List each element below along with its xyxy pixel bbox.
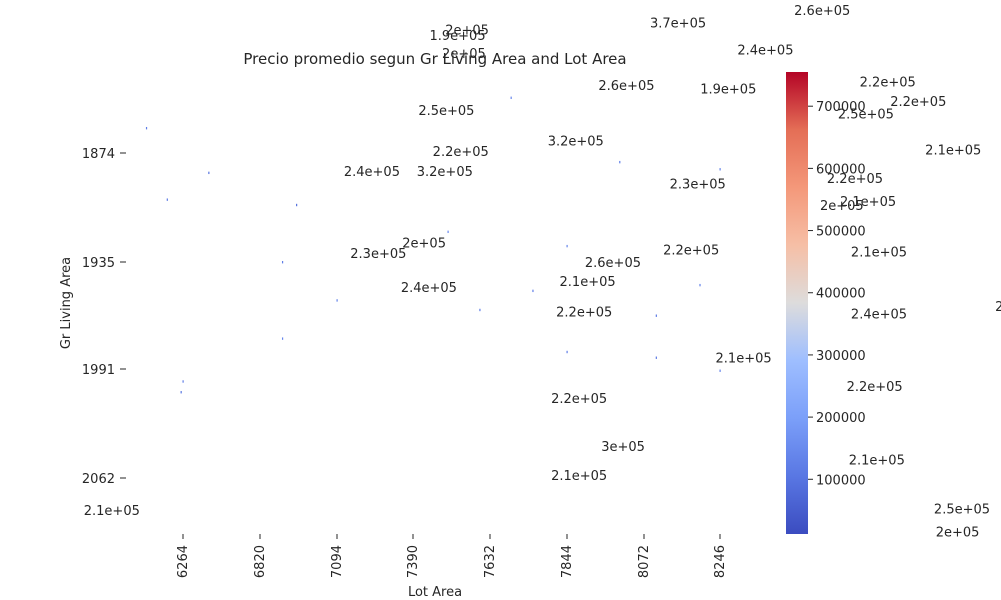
- heatmap-cell: [566, 350, 568, 354]
- x-tick-label: 7844: [560, 545, 575, 578]
- cell-annotation: 2.3e+05: [670, 177, 726, 192]
- y-axis-ticks: 1874 1935 1991 2062: [82, 147, 126, 487]
- colorbar: [786, 72, 808, 534]
- cell-annotation: 2.1e+05: [849, 454, 905, 469]
- x-tick-label: 6820: [253, 545, 268, 578]
- heatmap-cell: [145, 126, 148, 130]
- y-tick-label: 2062: [82, 472, 115, 487]
- cell-annotation: 2.2e+05: [890, 95, 946, 110]
- heatmap-cell: [619, 160, 621, 164]
- cell-annotation: 2.1e+05: [716, 352, 772, 367]
- colorbar-tick-label: 100000: [816, 473, 866, 488]
- cell-annotation: 2.4e+05: [344, 165, 400, 180]
- cell-annotation: 3.2e+05: [417, 165, 473, 180]
- chart-title: Precio promedio segun Gr Living Area and…: [243, 50, 626, 68]
- x-axis-ticks: 6264 6820 7094 7390 7632 7844 8072 8246: [176, 534, 728, 578]
- colorbar-tick-label: 700000: [816, 100, 866, 115]
- cell-annotation: 2.: [995, 300, 1001, 315]
- heatmap-cell: [655, 314, 657, 317]
- cell-annotation: 2.6e+05: [598, 79, 654, 94]
- colorbar-ticks: 100000 200000 300000 400000 500000 600000 7000…: [808, 100, 866, 488]
- cell-annotation: 2e+05: [936, 526, 980, 541]
- cell-annotation: 1.9e+05: [429, 29, 485, 44]
- cell-annotation: 2.4e+05: [401, 281, 457, 296]
- cell-annotation: 2.2e+05: [827, 172, 883, 187]
- x-tick-label: 8246: [713, 545, 728, 578]
- cell-annotation: 3e+05: [601, 440, 645, 455]
- cell-annotation: 2.2e+05: [556, 306, 612, 321]
- heatmap-cell: [510, 96, 512, 100]
- heatmap-cells: [145, 96, 721, 394]
- colorbar-tick-label: 400000: [816, 287, 866, 302]
- y-axis-label: Gr Living Area: [59, 257, 74, 349]
- cell-annotation: 2.2e+05: [860, 76, 916, 91]
- heatmap-cell: [296, 203, 298, 207]
- cell-annotation: 2.5e+05: [934, 503, 990, 518]
- heatmap-cell: [281, 337, 284, 340]
- heatmap-cell: [566, 244, 568, 248]
- cell-annotation: 2e+05: [445, 24, 489, 39]
- cell-annotation: 3.2e+05: [548, 134, 604, 149]
- cell-annotation: 2.1e+05: [851, 245, 907, 260]
- y-tick-label: 1991: [82, 363, 115, 378]
- heatmap-cell: [208, 171, 210, 175]
- cell-annotation: 2.5e+05: [418, 104, 474, 119]
- cell-annotation: 2.1e+05: [551, 469, 607, 484]
- x-axis-label: Lot Area: [408, 585, 462, 600]
- colorbar-tick-label: 300000: [816, 349, 866, 364]
- x-tick-label: 7390: [406, 545, 421, 578]
- heatmap-cell: [699, 283, 701, 287]
- cell-annotation: 2.1e+05: [840, 195, 896, 210]
- colorbar-tick-label: 200000: [816, 411, 866, 426]
- cell-annotation: 3.7e+05: [650, 17, 706, 32]
- cell-annotation: 2.4e+05: [737, 43, 793, 58]
- cell-annotation: 2.2e+05: [551, 392, 607, 407]
- cell-annotation: 2.6e+05: [585, 256, 641, 271]
- cell-annotation: 2.2e+05: [433, 145, 489, 160]
- cell-annotation: 2.1e+05: [560, 275, 616, 290]
- x-tick-label: 7094: [330, 545, 345, 578]
- cell-annotation: 1.9e+05: [700, 83, 756, 98]
- cell-annotation: 2.4e+05: [851, 308, 907, 323]
- cell-annotation: 2.1e+05: [84, 504, 140, 519]
- cell-annotation: 2e+05: [442, 47, 486, 62]
- heatmap-cell: [447, 230, 449, 234]
- cell-annotation: 2.6e+05: [794, 4, 850, 19]
- cell-annotation: 2.1e+05: [925, 143, 981, 158]
- cell-annotation: 2e+05: [402, 236, 446, 251]
- colorbar-tick-label: 600000: [816, 162, 866, 177]
- heatmap-cell: [281, 261, 284, 264]
- colorbar-tick-label: 500000: [816, 225, 866, 240]
- cell-annotation: 2.2e+05: [847, 380, 903, 395]
- x-tick-label: 7632: [483, 545, 498, 578]
- cell-annotation: 2.2e+05: [663, 243, 719, 258]
- x-tick-label: 8072: [637, 545, 652, 578]
- heatmap-cell: [180, 391, 182, 394]
- cell-annotations: 2e+051.9e+052e+053.7e+052.6e+052.4e+052.…: [84, 4, 1001, 541]
- y-tick-label: 1874: [82, 147, 115, 162]
- heatmap-cell: [336, 299, 338, 302]
- cell-annotation: 2.3e+05: [350, 247, 406, 262]
- heatmap-cell: [655, 356, 657, 359]
- heatmap-cell: [479, 308, 481, 312]
- heatmap-cell: [719, 369, 721, 372]
- cell-annotation: 2.5e+05: [838, 108, 894, 123]
- heatmap-cell: [182, 380, 184, 383]
- heatmap-cell: [719, 168, 721, 171]
- heatmap-cell: [166, 198, 168, 201]
- cell-annotation: 2e+05: [820, 199, 864, 214]
- heatmap-cell: [532, 289, 534, 293]
- y-tick-label: 1935: [82, 256, 115, 271]
- x-tick-label: 6264: [176, 545, 191, 578]
